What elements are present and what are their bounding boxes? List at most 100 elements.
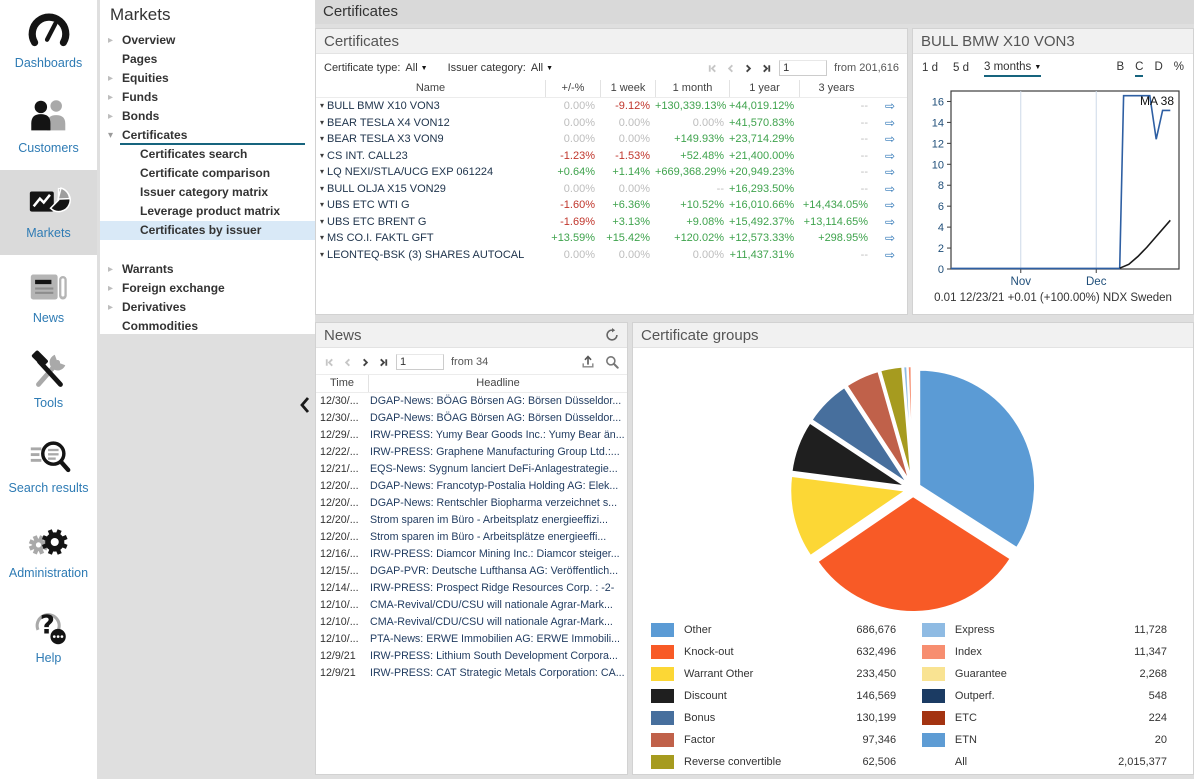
news-row[interactable]: 12/30/...DGAP-News: BÖAG Börsen AG: Börs… [316,393,627,410]
table-row[interactable]: ▾CS INT. CALL23-1.23%-1.53%+52.48%+21,40… [316,148,907,165]
sidebar-item-derivatives[interactable]: ▸Derivatives [100,298,315,317]
table-row[interactable]: ▾MS CO.I. FAKTL GFT+13.59%+15.42%+120.02… [316,230,907,247]
open-instrument-arrow-icon[interactable]: ⇨ [873,247,907,264]
chevron-collapsed-icon[interactable]: ▸ [108,298,113,317]
table-row[interactable]: ▾UBS ETC BRENT G-1.69%+3.13%+9.08%+15,49… [316,214,907,231]
column-header-3years[interactable]: 3 years [799,80,873,97]
table-row[interactable]: ▾BULL BMW X10 VON30.00%-9.12%+130,339.13… [316,98,907,115]
last-page-button[interactable] [761,63,772,74]
sidebar-item-foreign-exchange[interactable]: ▸Foreign exchange [100,279,315,298]
news-row[interactable]: 12/15/...DGAP-PVR: Deutsche Lufthansa AG… [316,563,627,580]
news-row[interactable]: 12/20/...DGAP-News: Francotyp-Postalia H… [316,478,627,495]
table-row[interactable]: ▾BEAR TESLA X3 VON90.00%0.00%+149.93%+23… [316,131,907,148]
news-row[interactable]: 12/29/...IRW-PRESS: Yumy Bear Goods Inc.… [316,427,627,444]
news-row[interactable]: 12/21/...EQS-News: Sygnum lanciert DeFi-… [316,461,627,478]
news-row[interactable]: 12/14/...IRW-PRESS: Prospect Ridge Resou… [316,580,627,597]
sidebar-item-dashboards[interactable]: Dashboards [0,0,97,85]
column-header-change[interactable]: +/-% [545,80,600,97]
column-header-headline[interactable]: Headline [368,375,627,392]
sidebar-item-certificates[interactable]: ▾Certificates [100,126,315,145]
chevron-collapsed-icon[interactable]: ▸ [108,260,113,279]
prev-page-button[interactable] [725,63,736,74]
mode-c-button[interactable]: C [1135,61,1143,77]
column-header-1week[interactable]: 1 week [600,80,655,97]
column-header-1month[interactable]: 1 month [655,80,729,97]
open-instrument-arrow-icon[interactable]: ⇨ [873,115,907,132]
sidebar-item-customers[interactable]: Customers [0,85,97,170]
next-page-button[interactable] [743,63,754,74]
chevron-collapsed-icon[interactable]: ▸ [108,31,113,50]
news-row[interactable]: 12/22/...IRW-PRESS: Graphene Manufacturi… [316,444,627,461]
column-header-time[interactable]: Time [316,375,368,392]
table-row[interactable]: ▾UBS ETC WTI G-1.60%+6.36%+10.52%+16,010… [316,197,907,214]
table-row[interactable]: ▾LEONTEQ-BSK (3) SHARES AUTOCAL0.00%0.00… [316,247,907,264]
nav-item-certificate-comparison[interactable]: Certificate comparison [100,164,315,183]
column-header-name[interactable]: Name [316,80,545,97]
issuer-category-select[interactable]: All▼ [531,62,553,74]
chevron-collapsed-icon[interactable]: ▸ [108,69,113,88]
first-page-button[interactable] [707,63,718,74]
range-5d-button[interactable]: 5 d [953,62,969,76]
news-row[interactable]: 12/20/...DGAP-News: Rentschler Biopharma… [316,495,627,512]
news-row[interactable]: 12/10/...CMA-Revival/CDU/CSU will nation… [316,597,627,614]
column-header-1year[interactable]: 1 year [729,80,799,97]
triangle-down-icon: ▾ [320,200,324,209]
news-row[interactable]: 12/16/...IRW-PRESS: Diamcor Mining Inc.:… [316,546,627,563]
open-instrument-arrow-icon[interactable]: ⇨ [873,197,907,214]
news-page-input[interactable] [396,354,444,370]
news-row[interactable]: 12/20/...Strom sparen im Büro - Arbeitsp… [316,512,627,529]
open-instrument-arrow-icon[interactable]: ⇨ [873,98,907,115]
certificate-type-select[interactable]: All▼ [405,62,427,74]
news-row[interactable]: 12/9/21IRW-PRESS: CAT Strategic Metals C… [316,665,627,682]
open-instrument-arrow-icon[interactable]: ⇨ [873,164,907,181]
sidebar-item-markets[interactable]: Markets [0,170,97,255]
table-row[interactable]: ▾BULL OLJA X15 VON290.00%0.00%--+16,293.… [316,181,907,198]
collapse-panel-chevron-icon[interactable] [299,396,312,414]
sidebar-item-equities[interactable]: ▸Equities [100,69,315,88]
export-icon[interactable] [581,355,595,369]
mode-b-button[interactable]: B [1116,61,1124,77]
mode-d-button[interactable]: D [1154,61,1162,77]
chevron-expanded-icon[interactable]: ▾ [108,126,113,145]
nav-item-issuer-category-matrix[interactable]: Issuer category matrix [100,183,315,202]
sidebar-item-tools[interactable]: Tools [0,340,97,425]
chevron-collapsed-icon[interactable]: ▸ [108,279,113,298]
sidebar-item-warrants[interactable]: ▸Warrants [100,260,315,279]
sidebar-item-funds[interactable]: ▸Funds [100,88,315,107]
range-dropdown[interactable]: 3 months▼ [984,61,1041,77]
news-row[interactable]: 12/9/21IRW-PRESS: Lithium South Developm… [316,648,627,665]
news-row[interactable]: 12/30/...DGAP-News: BÖAG Börsen AG: Börs… [316,410,627,427]
sidebar-item-overview[interactable]: ▸Overview [100,31,315,50]
sidebar-item-help[interactable]: ?Help [0,595,97,680]
sidebar-item-pages[interactable]: Pages [100,50,315,69]
mode-percent-button[interactable]: % [1174,61,1184,77]
open-instrument-arrow-icon[interactable]: ⇨ [873,148,907,165]
table-row[interactable]: ▾BEAR TESLA X4 VON120.00%0.00%0.00%+41,5… [316,115,907,132]
nav-item-certificates-search[interactable]: Certificates search [100,145,315,164]
prev-page-button[interactable] [342,357,353,368]
nav-item-certificates-by-issuer[interactable]: Certificates by issuer [100,221,315,240]
open-instrument-arrow-icon[interactable]: ⇨ [873,230,907,247]
sidebar-item-bonds[interactable]: ▸Bonds [100,107,315,126]
table-row[interactable]: ▾LQ NEXI/STLA/UCG EXP 061224+0.64%+1.14%… [316,164,907,181]
first-page-button[interactable] [324,357,335,368]
news-row[interactable]: 12/10/...PTA-News: ERWE Immobilien AG: E… [316,631,627,648]
sidebar-item-news[interactable]: News [0,255,97,340]
open-instrument-arrow-icon[interactable]: ⇨ [873,214,907,231]
last-page-button[interactable] [378,357,389,368]
sidebar-item-administration[interactable]: Administration [0,510,97,595]
search-icon[interactable] [605,355,619,369]
sidebar-item-search-results[interactable]: Search results [0,425,97,510]
open-instrument-arrow-icon[interactable]: ⇨ [873,131,907,148]
nav-item-leverage-product-matrix[interactable]: Leverage product matrix [100,202,315,221]
news-row[interactable]: 12/10/...CMA-Revival/CDU/CSU will nation… [316,614,627,631]
refresh-icon[interactable] [605,328,619,342]
next-page-button[interactable] [360,357,371,368]
page-input[interactable] [779,60,827,76]
chevron-collapsed-icon[interactable]: ▸ [108,88,113,107]
chevron-collapsed-icon[interactable]: ▸ [108,107,113,126]
open-instrument-arrow-icon[interactable]: ⇨ [873,181,907,198]
sidebar-item-commodities[interactable]: Commodities [100,317,315,336]
range-1d-button[interactable]: 1 d [922,62,938,76]
news-row[interactable]: 12/20/...Strom sparen im Büro - Arbeitsp… [316,529,627,546]
